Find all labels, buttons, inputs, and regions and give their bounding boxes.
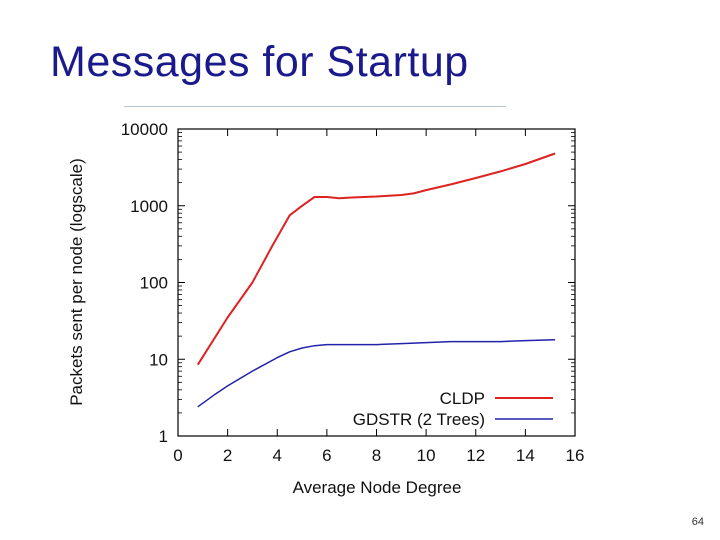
y-tick-labels: 1 10 100 1000 10000: [121, 120, 168, 446]
y-tick-label: 10000: [121, 120, 168, 139]
legend: CLDP GDSTR (2 Trees): [353, 389, 553, 429]
page-number: 64: [691, 516, 704, 528]
x-axis-title: Average Node Degree: [293, 478, 462, 497]
series-line-gdstr: [197, 338, 556, 408]
x-tick-label: 2: [223, 446, 232, 465]
series-line-cldp: [196, 152, 556, 366]
x-tick-label: 0: [173, 446, 182, 465]
x-tick-label: 8: [372, 446, 381, 465]
x-tick-label: 16: [566, 446, 585, 465]
y-tick-label: 10: [149, 350, 168, 369]
legend-label: CLDP: [440, 389, 485, 408]
x-tick-label: 12: [466, 446, 485, 465]
series-lines: [196, 152, 556, 408]
plot-frame: [177, 128, 576, 437]
slide-title: Messages for Startup: [50, 38, 469, 86]
x-tick-labels: 0 2 4 6 8 10 12 14 16: [173, 446, 584, 465]
y-tick-label: 100: [140, 274, 168, 293]
y-axis-title: Packets sent per node (logscale): [67, 158, 86, 406]
legend-label: GDSTR (2 Trees): [353, 410, 485, 429]
x-tick-label: 4: [273, 446, 282, 465]
x-tick-label: 14: [516, 446, 535, 465]
x-tick-label: 10: [417, 446, 436, 465]
title-divider: [124, 106, 506, 107]
x-tick-label: 6: [322, 446, 331, 465]
axis-ticks: [177, 128, 576, 437]
y-tick-label: 1000: [130, 197, 168, 216]
y-tick-label: 1: [159, 427, 168, 446]
